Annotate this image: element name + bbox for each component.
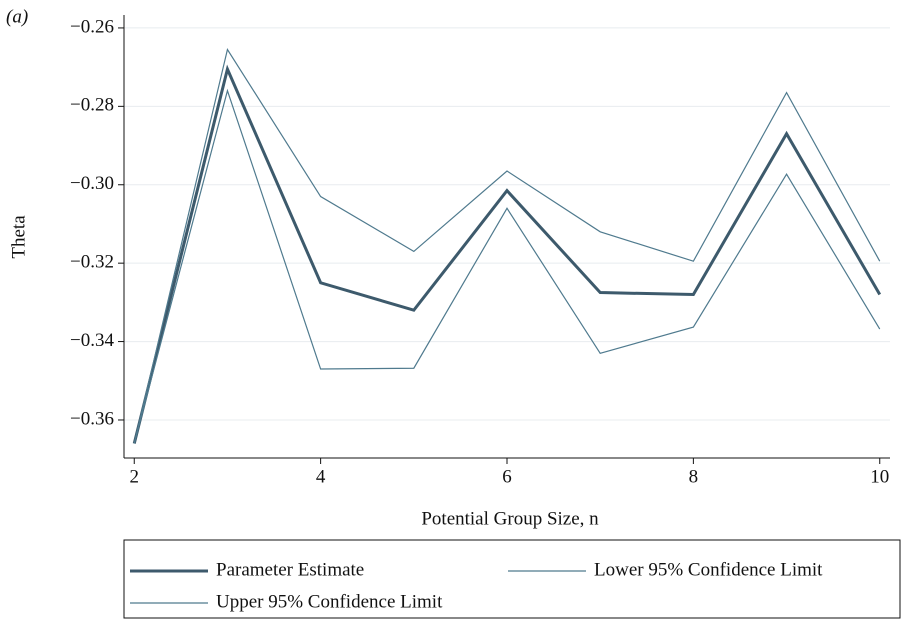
x-tick-label: 4: [316, 466, 326, 487]
y-tick-label: −0.28: [70, 95, 114, 116]
y-tick-label: −0.26: [70, 16, 114, 37]
y-tick-label: −0.30: [70, 173, 114, 194]
series-line: [133, 88, 881, 444]
legend-label: Parameter Estimate: [216, 559, 364, 580]
y-tick-label: −0.36: [70, 408, 114, 429]
x-tick-label: 8: [689, 466, 699, 487]
x-tick-label: 6: [502, 466, 512, 487]
x-axis-label: Potential Group Size, n: [421, 508, 599, 529]
series-line: [132, 64, 882, 444]
x-tick-label: 2: [130, 466, 140, 487]
y-axis-label: Theta: [8, 215, 29, 259]
legend-label: Upper 95% Confidence Limit: [216, 591, 443, 612]
y-tick-label: −0.34: [70, 330, 114, 351]
x-tick-label: 10: [870, 466, 889, 487]
panel-label: (a): [6, 6, 28, 27]
series-line: [133, 47, 881, 444]
legend-label: Lower 95% Confidence Limit: [594, 559, 823, 580]
legend-box: [123, 539, 901, 619]
y-tick-label: −0.32: [70, 252, 114, 273]
